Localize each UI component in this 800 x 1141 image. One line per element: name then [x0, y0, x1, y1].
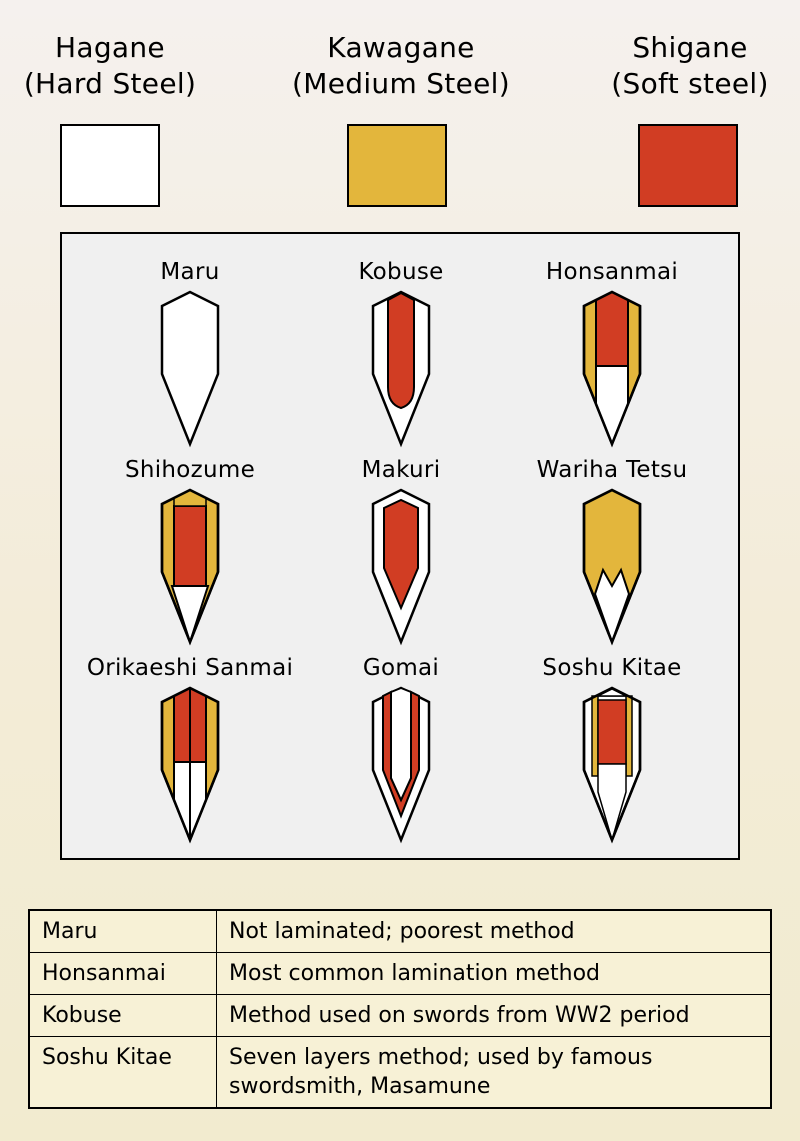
soshu-kitae-cross-section — [582, 686, 642, 844]
method-name-cell: Kobuse — [28, 994, 217, 1037]
method-name-cell: Maru — [28, 909, 217, 953]
legend-label-hagane: Hagane (Hard Steel) — [0, 30, 240, 102]
method-description-cell: Not laminated; poorest method — [216, 909, 772, 953]
legend-name: Kawagane — [327, 31, 475, 64]
honsanmai-cross-section — [582, 290, 642, 448]
method-kobuse: Kobuse — [291, 258, 511, 452]
legend-label-shigane: Shigane (Soft steel) — [560, 30, 800, 102]
table-row: Maru Not laminated; poorest method — [28, 909, 772, 953]
method-label: Gomai — [362, 655, 440, 681]
legend-label-kawagane: Kawagane (Medium Steel) — [271, 30, 531, 102]
legend-name: Hagane — [55, 31, 165, 64]
method-gomai: Gomai — [291, 654, 511, 848]
gomai-cross-section — [371, 686, 431, 844]
legend-translation: (Medium Steel) — [292, 67, 510, 100]
method-shihozume: Shihozume — [80, 456, 300, 650]
kobuse-cross-section — [371, 290, 431, 448]
method-label: Maru — [160, 259, 220, 285]
method-label: Honsanmai — [545, 259, 679, 285]
makuri-cross-section — [371, 488, 431, 646]
method-maru: Maru — [80, 258, 300, 452]
method-label: Makuri — [361, 457, 441, 483]
legend-swatch-kawagane — [347, 124, 447, 207]
method-label: Kobuse — [358, 259, 444, 285]
lamination-diagram-panel: Maru Kobuse Honsanmai Shihozume — [60, 232, 740, 860]
method-notes-table: Maru Not laminated; poorest method Honsa… — [28, 909, 772, 1109]
method-label: Shihozume — [124, 457, 256, 483]
method-honsanmai: Honsanmai — [502, 258, 722, 452]
method-description-cell: Most common lamination method — [216, 952, 772, 995]
legend-translation: (Hard Steel) — [23, 67, 197, 100]
legend-translation: (Soft steel) — [611, 67, 769, 100]
method-soshu-kitae: Soshu Kitae — [502, 654, 722, 848]
legend-swatch-hagane — [60, 124, 160, 207]
wariha-tetsu-cross-section — [582, 488, 642, 646]
method-name-cell: Soshu Kitae — [28, 1036, 217, 1109]
legend-name: Shigane — [632, 31, 748, 64]
method-orikaeshi-sanmai: Orikaeshi Sanmai — [80, 654, 300, 848]
maru-cross-section — [160, 290, 220, 448]
table-row: Soshu Kitae Seven layers method; used by… — [28, 1036, 772, 1109]
method-wariha-tetsu: Wariha Tetsu — [502, 456, 722, 650]
method-label: Soshu Kitae — [542, 655, 682, 681]
method-label: Orikaeshi Sanmai — [86, 655, 294, 681]
method-description-cell: Method used on swords from WW2 period — [216, 994, 772, 1037]
shihozume-cross-section — [160, 488, 220, 646]
method-description-cell: Seven layers method; used by famous swor… — [216, 1036, 772, 1109]
table-row: Honsanmai Most common lamination method — [28, 952, 772, 995]
method-label: Wariha Tetsu — [536, 457, 688, 483]
legend-swatch-shigane — [638, 124, 738, 207]
orikaeshi-sanmai-cross-section — [160, 686, 220, 844]
method-makuri: Makuri — [291, 456, 511, 650]
table-row: Kobuse Method used on swords from WW2 pe… — [28, 994, 772, 1037]
method-name-cell: Honsanmai — [28, 952, 217, 995]
